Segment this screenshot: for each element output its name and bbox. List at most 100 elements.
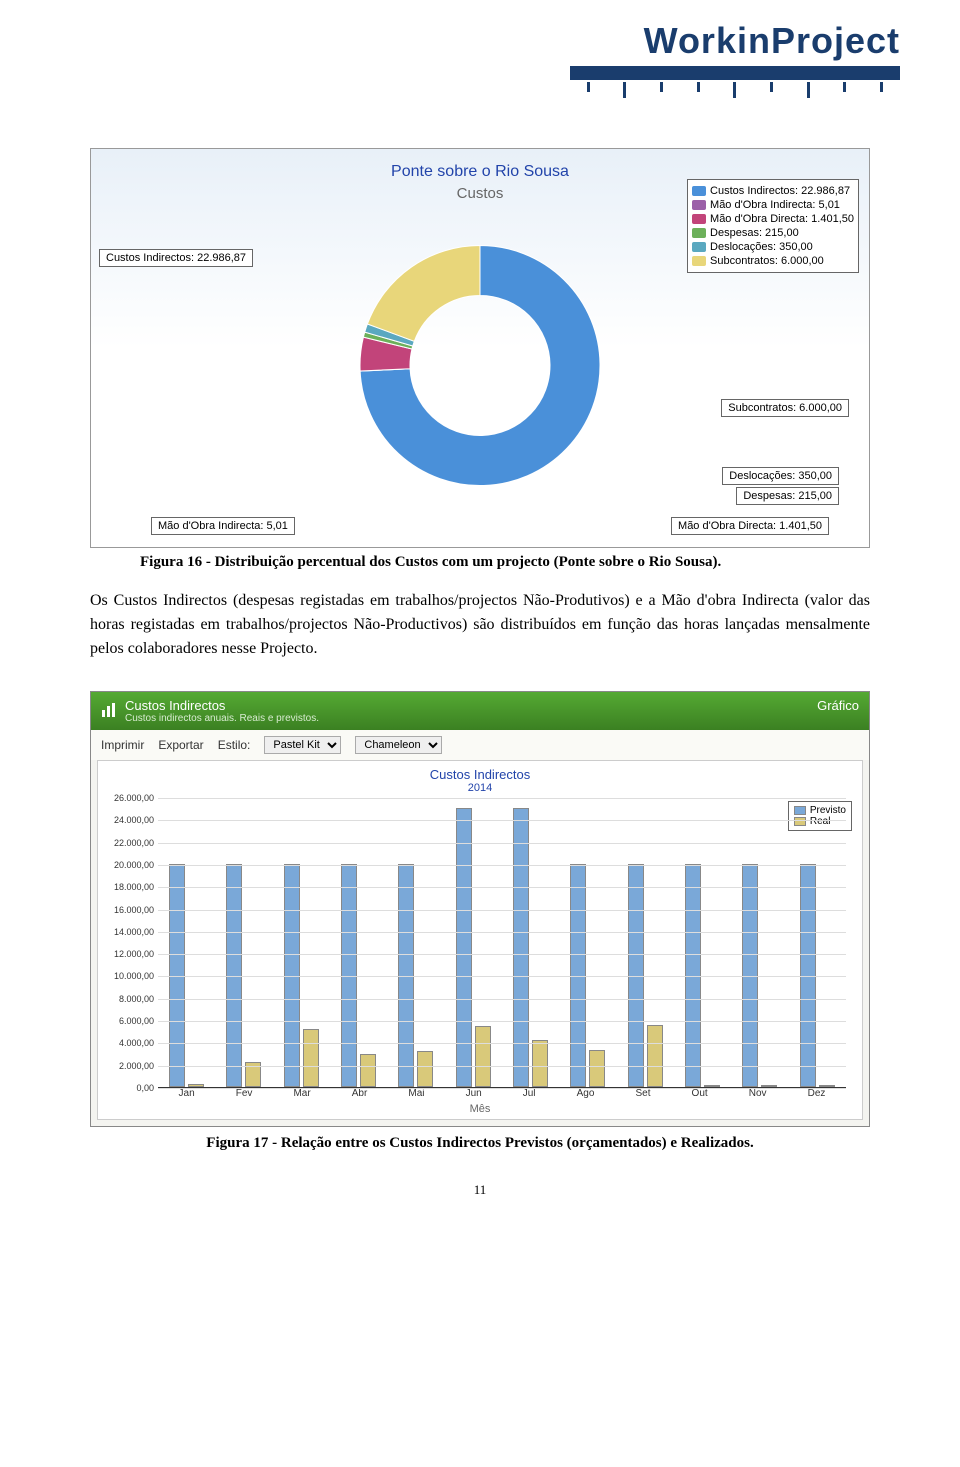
ytick-label: 22.000,00: [104, 838, 154, 848]
palette-select[interactable]: Chameleon: [355, 736, 442, 754]
xlabel: Fev: [236, 1088, 253, 1099]
chart-icon: [101, 702, 117, 721]
xlabel: Dez: [808, 1088, 826, 1099]
bar-chart-area: Custos Indirectos 2014 PrevistoReal 0,00…: [97, 760, 863, 1120]
bar-real: [761, 1085, 777, 1087]
gridline: [158, 976, 846, 977]
legend-swatch: [692, 214, 706, 224]
callout-despesas: Despesas: 215,00: [736, 487, 839, 505]
gridline: [158, 843, 846, 844]
page-number: 11: [90, 1182, 870, 1198]
ytick-label: 10.000,00: [104, 971, 154, 981]
legend-label: Subcontratos: 6.000,00: [710, 255, 824, 267]
gridline: [158, 1021, 846, 1022]
xlabel: Mai: [408, 1088, 424, 1099]
legend-label: Deslocações: 350,00: [710, 241, 813, 253]
bar-window-title: Custos Indirectos: [125, 698, 319, 713]
ytick-label: 2.000,00: [104, 1061, 154, 1071]
bar-plot: 0,002.000,004.000,006.000,008.000,0010.0…: [158, 798, 846, 1088]
ytick-label: 24.000,00: [104, 815, 154, 825]
donut-svg-wrap: [350, 235, 610, 500]
bar-year: 2014: [104, 782, 856, 794]
bar-chart-window: Custos Indirectos Custos indirectos anua…: [90, 691, 870, 1127]
bar-real: [647, 1025, 663, 1087]
ytick-label: 26.000,00: [104, 793, 154, 803]
legend-row: Despesas: 215,00: [692, 226, 854, 240]
ytick-label: 8.000,00: [104, 994, 154, 1004]
legend-swatch: [692, 242, 706, 252]
bar-real: [417, 1051, 433, 1087]
bar-real: [819, 1085, 835, 1087]
gridline: [158, 954, 846, 955]
legend-swatch: [692, 200, 706, 210]
xlabel: Out: [692, 1088, 708, 1099]
donut-chart-panel: Ponte sobre o Rio Sousa Custos Custos In…: [90, 148, 870, 548]
gridline: [158, 865, 846, 866]
legend-row: Subcontratos: 6.000,00: [692, 254, 854, 268]
figure-17-caption: Figura 17 - Relação entre os Custos Indi…: [90, 1135, 870, 1152]
header: WorkinProject: [0, 0, 960, 108]
bar-real: [589, 1050, 605, 1087]
bar-previsto: [513, 808, 529, 1087]
donut-svg: [350, 235, 610, 495]
export-button[interactable]: Exportar: [158, 738, 203, 752]
legend-swatch: [692, 256, 706, 266]
ytick-label: 20.000,00: [104, 860, 154, 870]
month-group: [453, 808, 493, 1087]
callout-deslocacoes: Deslocações: 350,00: [722, 467, 839, 485]
legend-row: Custos Indirectos: 22.986,87: [692, 184, 854, 198]
logo-text: WorkinProject: [0, 20, 900, 62]
page-content: Ponte sobre o Rio Sousa Custos Custos In…: [0, 108, 960, 1218]
gridline: [158, 820, 846, 821]
gridline: [158, 798, 846, 799]
callout-mao-indirecta: Mão d'Obra Indirecta: 5,01: [151, 517, 295, 535]
xlabel: Set: [635, 1088, 650, 1099]
legend-swatch: [692, 186, 706, 196]
bar-real: [188, 1084, 204, 1087]
callout-custos-indirectos: Custos Indirectos: 22.986,87: [99, 249, 253, 267]
bar-title: Custos Indirectos: [104, 767, 856, 782]
xlabel: Jun: [466, 1088, 482, 1099]
bar-xlabels: JanFevMarAbrMaiJunJulAgoSetOutNovDez: [158, 1088, 846, 1099]
style-label: Estilo:: [218, 738, 251, 752]
legend-row: Deslocações: 350,00: [692, 240, 854, 254]
donut-slice: [367, 245, 480, 341]
bar-real: [532, 1040, 548, 1087]
print-button[interactable]: Imprimir: [101, 738, 144, 752]
bar-xaxis-title: Mês: [104, 1103, 856, 1115]
bar-window-header: Custos Indirectos Custos indirectos anua…: [91, 692, 869, 730]
ytick-label: 16.000,00: [104, 905, 154, 915]
xlabel: Mar: [293, 1088, 310, 1099]
xlabel: Ago: [577, 1088, 595, 1099]
callout-subcontratos: Subcontratos: 6.000,00: [721, 399, 849, 417]
donut-legend: Custos Indirectos: 22.986,87 Mão d'Obra I…: [687, 179, 859, 273]
gridline: [158, 910, 846, 911]
ytick-label: 4.000,00: [104, 1038, 154, 1048]
legend-label: Custos Indirectos: 22.986,87: [710, 185, 850, 197]
bar-window-subtitle: Custos indirectos anuais. Reais e previs…: [125, 713, 319, 724]
gridline: [158, 1088, 846, 1089]
callout-mao-directa: Mão d'Obra Directa: 1.401,50: [671, 517, 829, 535]
figure-16-caption: Figura 16 - Distribuição percentual dos …: [140, 554, 870, 571]
ytick-label: 18.000,00: [104, 882, 154, 892]
bar-real: [360, 1054, 376, 1087]
logo-ticks: [570, 80, 900, 98]
body-paragraph: Os Custos Indirectos (despesas registada…: [90, 589, 870, 661]
ytick-label: 12.000,00: [104, 949, 154, 959]
xlabel: Nov: [749, 1088, 767, 1099]
xlabel: Jul: [523, 1088, 536, 1099]
gridline: [158, 887, 846, 888]
ytick-label: 0,00: [104, 1083, 154, 1093]
ytick-label: 14.000,00: [104, 927, 154, 937]
bar-toolbar: Imprimir Exportar Estilo: Pastel Kit Cha…: [91, 730, 869, 760]
ytick-label: 6.000,00: [104, 1016, 154, 1026]
month-group: [511, 808, 551, 1087]
legend-label: Mão d'Obra Indirecta: 5,01: [710, 199, 840, 211]
bar-real: [704, 1085, 720, 1087]
gridline: [158, 999, 846, 1000]
legend-swatch: [692, 228, 706, 238]
legend-row: Mão d'Obra Indirecta: 5,01: [692, 198, 854, 212]
style-select[interactable]: Pastel Kit: [264, 736, 341, 754]
gridline: [158, 932, 846, 933]
legend-label: Mão d'Obra Directa: 1.401,50: [710, 213, 854, 225]
